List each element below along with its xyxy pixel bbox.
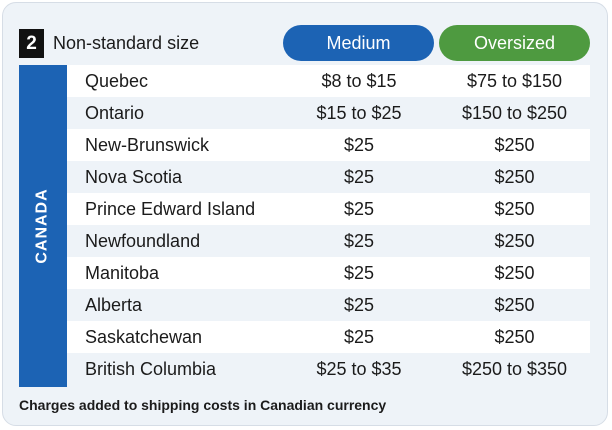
medium-rate: $25 (343, 135, 375, 155)
medium-rate: $25 (343, 231, 375, 251)
oversized-rate: $250 (494, 295, 535, 315)
medium-rate: $25 (343, 263, 375, 283)
province-name: Nova Scotia (85, 167, 183, 187)
oversized-rate: $75 to $150 (466, 71, 563, 91)
step-number-badge: 2 (19, 29, 44, 58)
oversized-rate: $250 to $350 (461, 359, 568, 379)
province-name: British Columbia (85, 359, 217, 379)
province-name: Manitoba (85, 263, 160, 283)
rates-table: Quebec $8 to $15 $75 to $150 Ontario $15… (67, 65, 590, 385)
oversized-rate: $250 (494, 327, 535, 347)
table-row: New-Brunswick $25 $250 (67, 129, 590, 161)
column-header-oversized: Oversized (439, 25, 590, 61)
province-name: Saskatchewan (85, 327, 203, 347)
province-name: Newfoundland (85, 231, 201, 251)
table-row: Nova Scotia $25 $250 (67, 161, 590, 193)
footnote: Charges added to shipping costs in Canad… (19, 397, 387, 413)
table-row: Ontario $15 to $25 $150 to $250 (67, 97, 590, 129)
oversized-rate: $250 (494, 167, 535, 187)
table-row: Alberta $25 $250 (67, 289, 590, 321)
province-name: Quebec (85, 71, 149, 91)
region-bar: CANADA (19, 65, 67, 387)
table-row: Quebec $8 to $15 $75 to $150 (67, 65, 590, 97)
table-title: Non-standard size (53, 33, 200, 53)
oversized-rate: $150 to $250 (461, 103, 568, 123)
medium-rate: $25 (343, 295, 375, 315)
medium-rate: $15 to $25 (316, 103, 402, 123)
oversized-rate: $250 (494, 263, 535, 283)
table-row: Manitoba $25 $250 (67, 257, 590, 289)
oversized-rate: $250 (494, 231, 535, 251)
province-name: Ontario (85, 103, 145, 123)
region-label: CANADA (34, 188, 52, 264)
province-name: Alberta (85, 295, 143, 315)
table-header: 2 Non-standard size Medium Oversized (0, 0, 612, 62)
column-header-medium: Medium (283, 25, 434, 61)
medium-rate: $25 (343, 167, 375, 187)
medium-rate: $25 (343, 199, 375, 219)
province-name: Prince Edward Island (85, 199, 256, 219)
province-name: New-Brunswick (85, 135, 210, 155)
medium-rate: $8 to $15 (321, 71, 397, 91)
medium-rate: $25 to $35 (316, 359, 402, 379)
oversized-rate: $250 (494, 199, 535, 219)
oversized-rate: $250 (494, 135, 535, 155)
table-row: British Columbia $25 to $35 $250 to $350 (67, 353, 590, 385)
medium-rate: $25 (343, 327, 375, 347)
table-row: Saskatchewan $25 $250 (67, 321, 590, 353)
table-row: Prince Edward Island $25 $250 (67, 193, 590, 225)
table-row: Newfoundland $25 $250 (67, 225, 590, 257)
